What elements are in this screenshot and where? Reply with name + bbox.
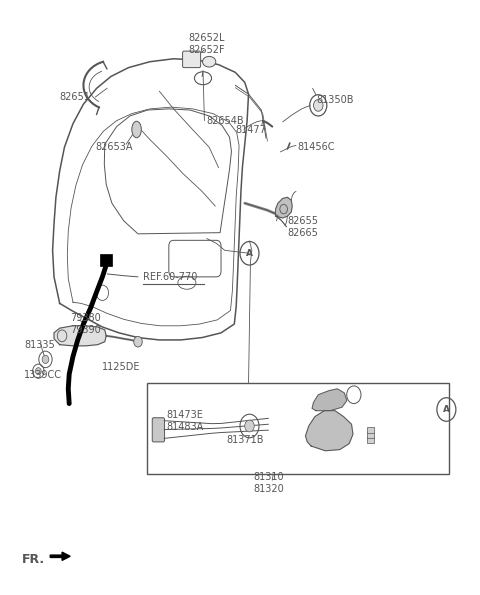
Text: 82651: 82651 [60,92,91,102]
Ellipse shape [203,57,216,67]
Text: 81371B: 81371B [226,435,264,445]
Circle shape [245,420,254,432]
Text: 1125DE: 1125DE [102,362,141,372]
Bar [367,432,374,438]
Circle shape [134,336,142,347]
Text: A: A [246,249,253,258]
Text: 79380
79390: 79380 79390 [71,313,101,335]
Bar [367,427,374,433]
Bar [147,383,449,474]
Polygon shape [53,59,249,340]
Circle shape [36,368,41,375]
Text: FR.: FR. [22,553,45,566]
Polygon shape [305,411,353,451]
Text: 82655
82665: 82655 82665 [288,216,318,237]
Circle shape [313,99,323,111]
Text: 82653A: 82653A [96,142,133,152]
FancyBboxPatch shape [152,418,165,442]
Text: 81310
81320: 81310 81320 [253,472,284,494]
Polygon shape [276,198,292,218]
Polygon shape [50,552,70,560]
Text: 81473E
81483A: 81473E 81483A [167,411,204,432]
Bar [367,437,374,443]
Text: 81335: 81335 [24,340,55,350]
Text: 82654B: 82654B [207,115,244,126]
Text: 81456C: 81456C [297,142,335,152]
Text: REF.60-770: REF.60-770 [143,272,197,282]
FancyBboxPatch shape [182,51,201,68]
Polygon shape [54,326,106,346]
Text: 81350B: 81350B [316,95,353,105]
Circle shape [42,355,49,364]
FancyBboxPatch shape [169,240,221,277]
Text: A: A [443,405,450,414]
Ellipse shape [132,121,141,138]
Polygon shape [312,389,347,411]
Text: 82652L
82652F: 82652L 82652F [189,33,225,55]
Text: 1339CC: 1339CC [24,370,62,380]
Bar [100,255,112,266]
Text: 81477: 81477 [235,124,266,134]
